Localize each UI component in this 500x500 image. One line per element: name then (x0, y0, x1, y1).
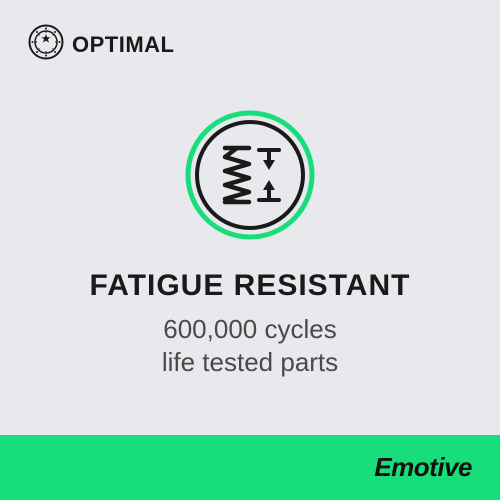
footer-brand-name: Emotive (374, 452, 472, 483)
feature-description: 600,000 cycles life tested parts (162, 313, 338, 378)
brand-name: OPTIMAL (72, 32, 175, 58)
feature-icon-container (185, 110, 315, 245)
spring-compression-icon (185, 110, 315, 245)
brand-logo: OPTIMAL (28, 24, 175, 65)
main-panel: OPTIMAL (0, 0, 500, 435)
description-line-1: 600,000 cycles (163, 314, 336, 344)
footer-bar: Emotive (0, 435, 500, 500)
description-line-2: life tested parts (162, 347, 338, 377)
feature-heading: FATIGUE RESISTANT (90, 269, 411, 303)
optimal-badge-icon (28, 24, 64, 65)
